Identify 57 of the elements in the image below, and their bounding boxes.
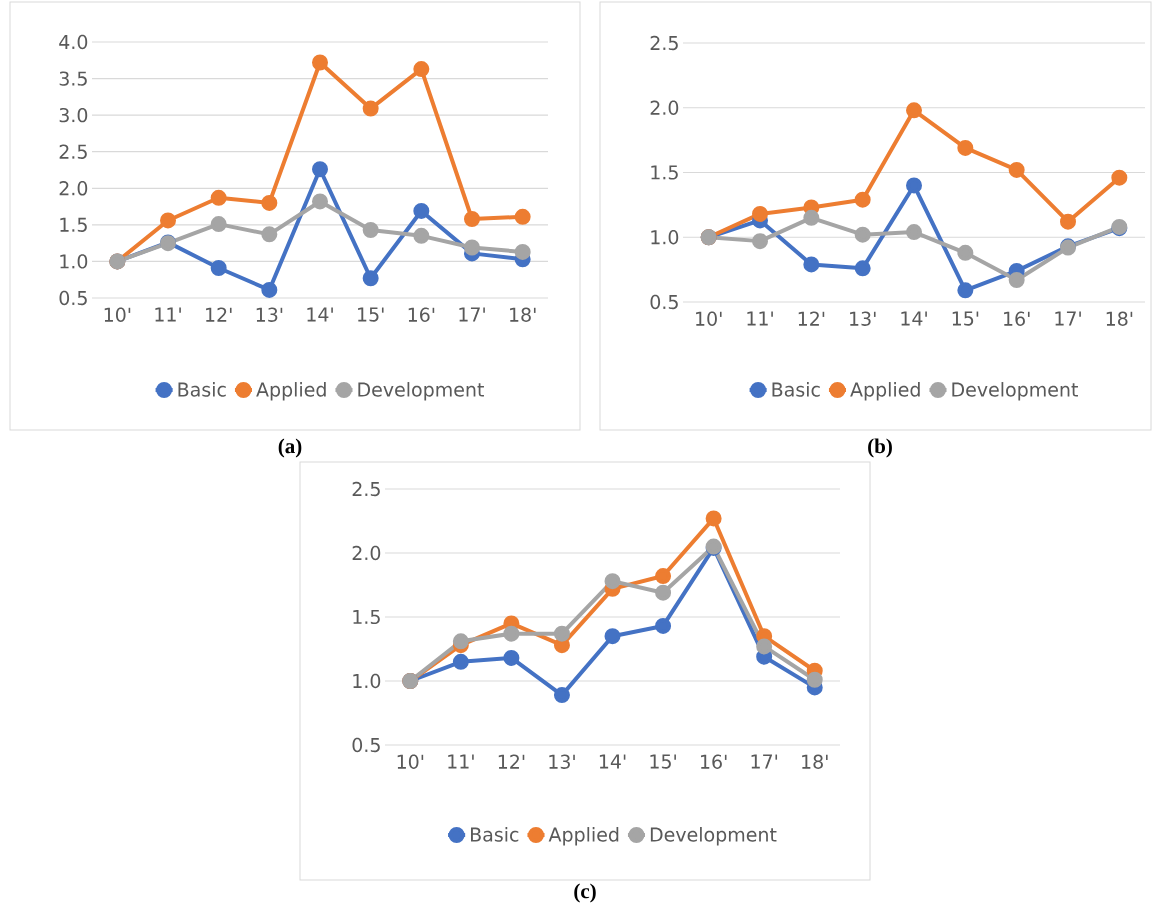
y-tick-label: 3.0 (59, 107, 88, 123)
legend-label: Basic (178, 382, 226, 397)
y-tick-label: 0.5 (352, 737, 380, 753)
x-tick-label: 17' (751, 754, 778, 769)
y-tick-label: 2.5 (59, 144, 87, 159)
x-tick-label: 15' (650, 754, 676, 769)
x-tick-label: 11' (155, 307, 181, 322)
y-tick-label: 2.0 (352, 545, 381, 561)
text: (c) (574, 883, 596, 903)
y-tick-label: 1.0 (651, 230, 679, 245)
x-tick-label: 14' (307, 307, 333, 322)
x-tick-label: 10' (696, 311, 722, 326)
legend-label: Applied (256, 382, 326, 401)
x-tick-label: 11' (448, 754, 474, 769)
y-tick-label: 2.5 (650, 35, 678, 51)
x-tick-label: 17' (1055, 311, 1081, 326)
x-tick-label: 10' (104, 307, 131, 322)
text: (a) (278, 438, 302, 458)
x-tick-label: 12' (498, 754, 525, 769)
x-tick-label: 14' (901, 311, 927, 326)
x-tick-label: 13' (256, 307, 283, 322)
x-tick-label: 12' (206, 307, 232, 322)
x-tick-label: 18' (802, 754, 828, 769)
y-tick-label: 3.5 (59, 71, 87, 86)
legend-label: Basic (471, 827, 519, 842)
legend-label: Development (650, 827, 777, 846)
y-tick-label: 4.0 (59, 34, 88, 50)
y-tick-label: 1.5 (651, 165, 678, 180)
legend-label: Applied (548, 827, 619, 846)
y-tick-label: 1.0 (353, 673, 381, 689)
x-tick-label: 15' (358, 307, 384, 322)
y-tick-label: 2.5 (352, 481, 380, 497)
y-tick-label: 2.0 (59, 181, 88, 196)
y-tick-label: 1.5 (60, 217, 87, 232)
x-tick-label: 16' (408, 307, 435, 322)
y-tick-label: 0.5 (59, 290, 87, 306)
x-tick-label: 17' (459, 307, 485, 322)
y-tick-label: 0.5 (650, 294, 678, 310)
x-tick-label: 14' (599, 754, 626, 769)
legend-label: Development (952, 382, 1078, 401)
x-tick-label: 11' (747, 311, 773, 326)
x-tick-label: 18' (1106, 311, 1133, 326)
y-tick-label: 2.0 (650, 100, 679, 115)
x-tick-label: 16' (1004, 311, 1030, 326)
x-tick-label: 10' (397, 754, 424, 769)
legend-label: Development (358, 382, 484, 401)
text: (b) (868, 438, 892, 458)
x-tick-label: 18' (510, 307, 536, 322)
y-tick-label: 1.5 (353, 609, 380, 625)
x-tick-label: 15' (952, 311, 979, 326)
legend-label: Basic (772, 382, 820, 397)
x-tick-label: 13' (850, 311, 876, 326)
x-tick-label: 13' (549, 754, 575, 769)
x-tick-label: 16' (701, 754, 727, 769)
x-tick-label: 12' (798, 311, 825, 326)
legend-label: Applied (850, 382, 920, 401)
y-tick-label: 1.0 (60, 254, 88, 269)
